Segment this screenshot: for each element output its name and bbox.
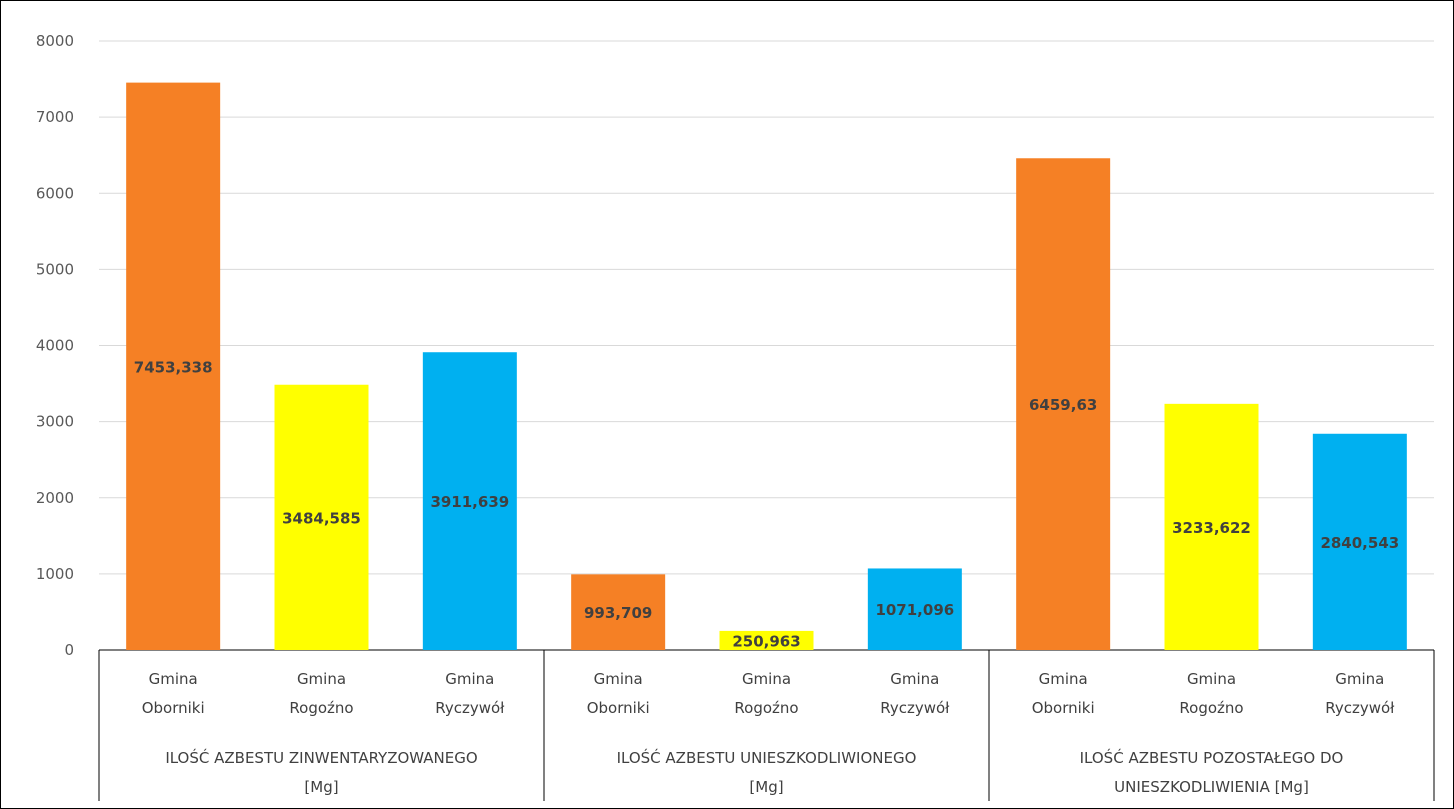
category-label: Oborniki xyxy=(142,699,205,717)
category-label: Rogoźno xyxy=(734,699,798,717)
y-tick-label: 1000 xyxy=(36,565,74,583)
data-label: 3233,622 xyxy=(1172,519,1251,537)
category-label: Gmina xyxy=(1187,670,1236,688)
y-tick-label: 3000 xyxy=(36,413,74,431)
bar xyxy=(1016,158,1111,650)
category-label: Gmina xyxy=(1039,670,1088,688)
category-label: Rogoźno xyxy=(1179,699,1243,717)
group-label: [Mg] xyxy=(304,778,338,796)
y-tick-label: 0 xyxy=(64,641,74,659)
data-label: 3484,585 xyxy=(282,509,361,527)
data-label: 2840,543 xyxy=(1320,534,1399,552)
category-label: Gmina xyxy=(890,670,939,688)
category-label: Gmina xyxy=(297,670,346,688)
category-label: Gmina xyxy=(149,670,198,688)
bar xyxy=(867,568,962,650)
category-label: Ryczywół xyxy=(1325,699,1395,717)
data-label: 6459,63 xyxy=(1029,396,1097,414)
bar xyxy=(274,384,369,650)
y-tick-label: 4000 xyxy=(36,337,74,355)
bar xyxy=(126,82,221,651)
group-label: UNIESZKODLIWIENIA [Mg] xyxy=(1114,778,1309,796)
bar xyxy=(719,630,814,650)
group-label: ILOŚĆ AZBESTU POZOSTAŁEGO DO xyxy=(1080,748,1344,767)
data-label: 250,963 xyxy=(732,632,800,650)
y-tick-label: 2000 xyxy=(36,489,74,507)
group-label: ILOŚĆ AZBESTU ZINWENTARYZOWANEGO xyxy=(165,748,477,767)
data-label: 1071,096 xyxy=(875,601,954,619)
category-label: Ryczywół xyxy=(435,699,505,717)
category-label: Ryczywół xyxy=(880,699,950,717)
data-label: 3911,639 xyxy=(430,493,509,511)
category-label: Gmina xyxy=(742,670,791,688)
category-label: Oborniki xyxy=(587,699,650,717)
group-label: [Mg] xyxy=(749,778,783,796)
category-label: Rogoźno xyxy=(289,699,353,717)
bar xyxy=(422,352,517,650)
y-tick-label: 5000 xyxy=(36,260,74,278)
category-label: Gmina xyxy=(445,670,494,688)
group-label: ILOŚĆ AZBESTU UNIESZKODLIWIONEGO xyxy=(617,748,917,767)
category-label: Oborniki xyxy=(1032,699,1095,717)
bar xyxy=(1164,403,1259,650)
y-tick-label: 7000 xyxy=(36,108,74,126)
category-label: Gmina xyxy=(594,670,643,688)
y-tick-label: 8000 xyxy=(36,32,74,50)
bar xyxy=(571,574,666,650)
data-label: 993,709 xyxy=(584,604,652,622)
bar xyxy=(1312,433,1407,650)
data-label: 7453,338 xyxy=(134,358,213,376)
category-label: Gmina xyxy=(1335,670,1384,688)
y-tick-label: 6000 xyxy=(36,184,74,202)
